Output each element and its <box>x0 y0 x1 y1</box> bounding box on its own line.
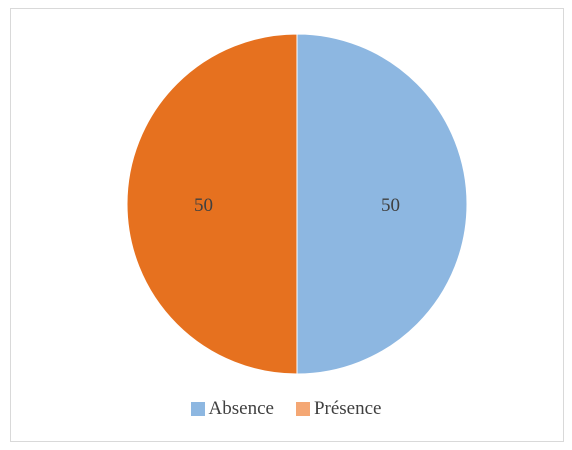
legend-item-absence: Absence <box>190 398 274 420</box>
data-label-absence: 50 <box>381 195 400 216</box>
legend-swatch-absence <box>190 402 205 416</box>
data-label-presence: 50 <box>194 195 213 216</box>
pie-slice-presence <box>126 33 298 375</box>
legend: Absence Présence <box>0 394 572 424</box>
legend-item-presence: Présence <box>295 398 382 420</box>
legend-swatch-presence <box>295 402 310 416</box>
legend-label-presence: Présence <box>313 398 382 419</box>
legend-label-absence: Absence <box>208 398 274 419</box>
pie-slice-absence <box>296 33 468 375</box>
